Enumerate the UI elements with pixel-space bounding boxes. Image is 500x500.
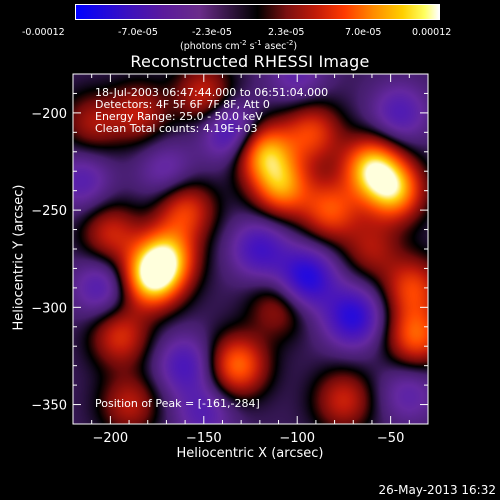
x-tick-label: −150 (186, 431, 222, 446)
y-tick-label: −300 (31, 301, 67, 316)
colorbar-unit: (photons cm-2 s-1 asec-2) (180, 39, 298, 53)
info-line: Detectors: 4F 5F 6F 7F 8F, Att 0 (95, 98, 270, 111)
footer-timestamp: 26-May-2013 16:32 (378, 483, 496, 497)
colorbar-tick-label: -0.00012 (22, 27, 65, 38)
info-line: 18-Jul-2003 06:47:44.000 to 06:51:04.000 (95, 86, 329, 99)
colorbar-tick-label: 0.00012 (412, 27, 452, 38)
y-axis-label-wrap: Heliocentric Y (arcsec) (4, 140, 34, 380)
x-tick-label: −50 (377, 431, 404, 446)
colorbar (75, 4, 440, 20)
colorbar-tick-label: -7.0e-05 (118, 27, 158, 38)
y-tick-label: −350 (31, 399, 67, 414)
colorbar-tick-label: 7.0e-05 (345, 27, 382, 38)
x-tick-label: −200 (93, 431, 129, 446)
colorbar-tick-label: 2.3e-05 (268, 27, 305, 38)
info-line: Energy Range: 25.0 - 50.0 keV (95, 110, 263, 123)
info-line: Clean Total counts: 4.19E+03 (95, 122, 258, 135)
y-tick-label: −250 (31, 204, 67, 219)
y-axis-label: Heliocentric Y (arcsec) (11, 184, 27, 331)
x-axis-label: Heliocentric X (arcsec) (176, 446, 324, 461)
chart-title: Reconstructed RHESSI Image (130, 52, 370, 71)
y-tick-label: −200 (31, 107, 67, 122)
x-tick-label: −100 (279, 431, 315, 446)
peak-position-label: Position of Peak = [-161,-284] (95, 397, 260, 410)
colorbar-tick-label: -2.3e-05 (192, 27, 232, 38)
heatmap-image (73, 74, 428, 424)
